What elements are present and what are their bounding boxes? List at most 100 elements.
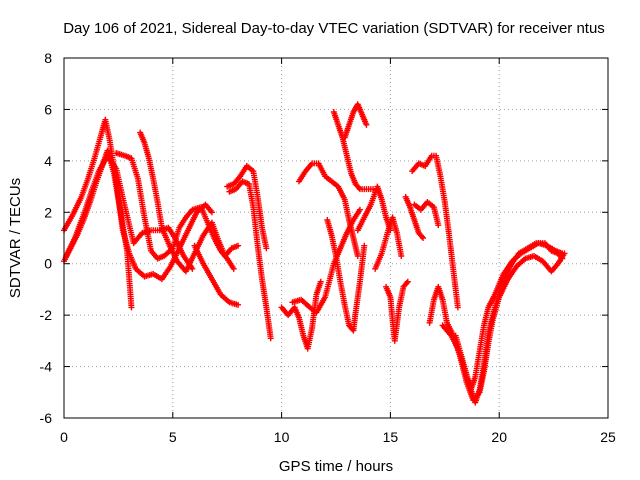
data-point xyxy=(491,272,506,298)
data-point xyxy=(398,253,405,259)
data-point xyxy=(500,259,515,277)
data-point xyxy=(513,256,527,270)
data-point xyxy=(354,101,365,116)
data-point xyxy=(104,152,119,170)
data-point xyxy=(387,294,396,322)
series-arc-11 xyxy=(296,160,361,259)
data-point xyxy=(348,170,358,186)
data-point xyxy=(232,179,245,193)
data-point xyxy=(426,298,437,326)
data-point xyxy=(158,224,171,245)
data-point xyxy=(176,216,188,231)
data-point xyxy=(339,231,350,247)
data-point xyxy=(259,276,270,309)
data-point xyxy=(102,116,113,142)
data-point xyxy=(422,154,434,169)
data-point xyxy=(420,235,427,241)
y-tick-label: 4 xyxy=(44,153,52,169)
data-point xyxy=(361,242,368,249)
data-point xyxy=(446,232,457,273)
data-point xyxy=(428,152,437,159)
x-axis-label: GPS time / hours xyxy=(279,458,393,475)
data-point xyxy=(250,168,261,198)
data-point xyxy=(441,199,452,237)
data-point xyxy=(378,229,391,257)
data-point xyxy=(119,227,132,255)
data-point xyxy=(230,174,242,187)
data-point xyxy=(254,242,265,281)
series-arc-12 xyxy=(330,109,376,193)
data-point xyxy=(485,306,498,337)
data-point xyxy=(544,242,558,253)
series-arc-15 xyxy=(354,183,394,234)
data-point xyxy=(350,208,362,223)
x-tick-label: 0 xyxy=(60,429,68,445)
data-point xyxy=(472,350,483,380)
data-point xyxy=(113,165,128,208)
data-point xyxy=(400,280,410,290)
data-point xyxy=(476,363,487,393)
x-tick-label: 25 xyxy=(600,429,616,445)
data-point xyxy=(130,231,145,247)
data-point xyxy=(333,253,343,283)
data-point xyxy=(450,268,461,309)
data-point xyxy=(208,276,223,296)
series-arc-14 xyxy=(324,217,368,334)
data-point xyxy=(559,250,566,257)
data-point xyxy=(235,242,242,249)
data-point xyxy=(182,252,197,275)
data-point xyxy=(158,264,173,283)
y-tick-label: 0 xyxy=(44,256,52,272)
data-point xyxy=(559,255,566,262)
data-point xyxy=(313,295,328,316)
data-point xyxy=(150,175,161,203)
data-point xyxy=(354,216,367,234)
data-point xyxy=(254,193,265,229)
data-point xyxy=(128,304,135,311)
data-point xyxy=(71,213,86,241)
data-point xyxy=(145,155,156,180)
data-point xyxy=(361,203,373,221)
data-point xyxy=(356,206,363,213)
data-point xyxy=(322,262,337,301)
data-point xyxy=(433,152,444,178)
data-point xyxy=(309,160,320,167)
data-point xyxy=(402,193,413,209)
data-point xyxy=(363,121,370,128)
data-point xyxy=(165,240,180,263)
data-point xyxy=(317,278,324,285)
data-point xyxy=(245,181,256,209)
data-point xyxy=(211,235,223,253)
data-point xyxy=(202,201,214,214)
data-point xyxy=(415,229,425,240)
data-point xyxy=(504,264,519,283)
data-point xyxy=(121,204,137,245)
data-point xyxy=(352,280,363,316)
series-arc-18 xyxy=(402,193,427,241)
data-point xyxy=(263,245,270,252)
series-arc-08 xyxy=(226,178,274,342)
y-tick-label: -6 xyxy=(40,410,53,426)
data-point xyxy=(298,296,312,310)
data-point xyxy=(393,229,404,257)
data-point xyxy=(354,253,361,259)
series-arc-16 xyxy=(372,214,405,272)
series-arc-09 xyxy=(278,278,324,352)
plot-frame xyxy=(63,57,609,419)
data-point xyxy=(328,232,339,257)
y-tick-label: -4 xyxy=(40,359,53,375)
data-point xyxy=(439,322,454,338)
series-arc-17 xyxy=(383,278,411,344)
series-arc-19 xyxy=(409,152,461,311)
data-point xyxy=(363,186,374,193)
data-point xyxy=(191,242,206,265)
data-point xyxy=(126,250,138,270)
x-tick-label: 5 xyxy=(169,429,177,445)
data-point xyxy=(137,129,147,145)
data-point xyxy=(391,306,402,344)
data-point xyxy=(531,253,544,264)
x-tick-label: 10 xyxy=(274,429,290,445)
series-arc-23 xyxy=(452,240,566,393)
data-point xyxy=(80,188,95,218)
